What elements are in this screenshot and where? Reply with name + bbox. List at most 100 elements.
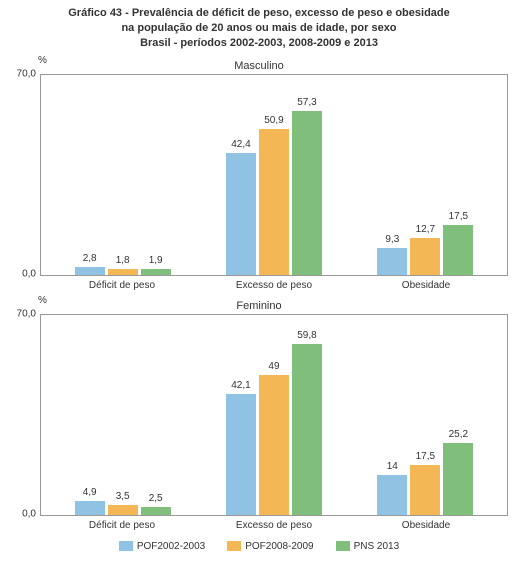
bar (75, 267, 105, 275)
legend-item: POF2008-2009 (227, 541, 313, 552)
chart-title: Gráfico 43 - Prevalência de déficit de p… (10, 6, 508, 51)
chart-area: 70,00,0 2,8 1,8 1,9 42,4 50,9 57,3 9,3 12,7 17,5 D… (10, 74, 508, 291)
bar-value-label: 4,9 (83, 487, 97, 498)
bar (410, 465, 440, 515)
bar (141, 507, 171, 514)
bar (410, 238, 440, 274)
bar-wrap: 57,3 (292, 97, 322, 275)
bar-wrap: 50,9 (259, 115, 289, 274)
bar-group: 4,9 3,5 2,5 (59, 487, 186, 515)
bar (443, 443, 473, 515)
bar-group: 9,3 12,7 17,5 (362, 211, 489, 275)
bar (108, 269, 138, 274)
x-category-label: Déficit de peso (58, 280, 186, 291)
legend-item: PNS 2013 (336, 541, 400, 552)
plot: 2,8 1,8 1,9 42,4 50,9 57,3 9,3 12,7 17,5 (40, 74, 508, 276)
bar-wrap: 25,2 (443, 429, 473, 515)
bar-value-label: 59,8 (297, 330, 316, 341)
y-tick: 0,0 (22, 508, 36, 519)
bar (377, 248, 407, 275)
bar-value-label: 25,2 (449, 429, 468, 440)
bar-wrap: 12,7 (410, 224, 440, 274)
x-axis: Déficit de peso Excesso de peso Obesidade (40, 516, 508, 531)
bar-value-label: 42,1 (231, 380, 250, 391)
x-category-label: Obesidade (362, 280, 490, 291)
bar-group: 14 17,5 25,2 (362, 429, 489, 515)
x-category-label: Excesso de peso (210, 520, 338, 531)
bar-wrap: 42,4 (226, 139, 256, 274)
legend-swatch (119, 541, 133, 551)
legend: POF2002-2003 POF2008-2009 PNS 2013 (10, 541, 508, 552)
bar-group: 2,8 1,8 1,9 (59, 253, 186, 275)
legend-swatch (227, 541, 241, 551)
bar-wrap: 1,8 (108, 255, 138, 274)
x-category-label: Excesso de peso (210, 280, 338, 291)
bar (75, 501, 105, 515)
panel: %Feminino70,00,04,93,52,542,14959,81417,… (10, 295, 508, 531)
bar-wrap: 14 (377, 461, 407, 515)
bar (108, 505, 138, 515)
bar-value-label: 17,5 (416, 451, 435, 462)
title-line-1: Gráfico 43 - Prevalência de déficit de p… (68, 7, 450, 19)
legend-item: POF2002-2003 (119, 541, 205, 552)
bar-value-label: 49 (268, 361, 279, 372)
bar-wrap: 49 (259, 361, 289, 515)
legend-label: POF2002-2003 (137, 541, 205, 552)
bar (292, 344, 322, 515)
bar-value-label: 12,7 (416, 224, 435, 235)
y-tick: 0,0 (22, 268, 36, 279)
x-category-label: Obesidade (362, 520, 490, 531)
bar-group: 42,4 50,9 57,3 (210, 97, 337, 275)
bar-value-label: 9,3 (385, 234, 399, 245)
bar-wrap: 1,9 (141, 255, 171, 274)
plot: 4,9 3,5 2,5 42,1 49 59,8 14 17,5 25,2 (40, 314, 508, 516)
bar-wrap: 4,9 (75, 487, 105, 515)
y-axis: 70,00,0 (10, 314, 40, 514)
bar-wrap: 2,8 (75, 253, 105, 275)
bar (292, 111, 322, 275)
bar-value-label: 50,9 (264, 115, 283, 126)
panel-title: Feminino (10, 300, 508, 312)
x-category-label: Déficit de peso (58, 520, 186, 531)
y-tick: 70,0 (17, 68, 36, 79)
legend-label: POF2008-2009 (245, 541, 313, 552)
bar-group: 42,1 49 59,8 (210, 330, 337, 515)
bar-value-label: 17,5 (449, 211, 468, 222)
title-line-3: Brasil - períodos 2002-2003, 2008-2009 e… (140, 37, 378, 49)
panel-title: Masculino (10, 60, 508, 72)
plot-wrap: 4,9 3,5 2,5 42,1 49 59,8 14 17,5 25,2 Déficit de … (40, 314, 508, 531)
panel: %Masculino70,00,02,81,81,942,450,957,39,… (10, 55, 508, 291)
bar-wrap: 3,5 (108, 491, 138, 515)
bar-value-label: 2,5 (149, 493, 163, 504)
bar-value-label: 1,8 (116, 255, 130, 266)
legend-swatch (336, 541, 350, 551)
bar-wrap: 2,5 (141, 493, 171, 514)
bar (377, 475, 407, 515)
y-axis: 70,00,0 (10, 74, 40, 274)
bar-wrap: 17,5 (410, 451, 440, 515)
bar (443, 225, 473, 275)
bar-value-label: 14 (387, 461, 398, 472)
bar-value-label: 42,4 (231, 139, 250, 150)
bar (141, 269, 171, 274)
bar (226, 394, 256, 514)
bar-value-label: 3,5 (116, 491, 130, 502)
bar-wrap: 17,5 (443, 211, 473, 275)
panels-area: %Masculino70,00,02,81,81,942,450,957,39,… (10, 55, 508, 531)
chart-area: 70,00,0 4,9 3,5 2,5 42,1 49 59,8 14 17,5 25,2 Défi… (10, 314, 508, 531)
bar (259, 375, 289, 515)
bar-value-label: 2,8 (83, 253, 97, 264)
y-tick: 70,0 (17, 308, 36, 319)
bar-value-label: 57,3 (297, 97, 316, 108)
bar-wrap: 42,1 (226, 380, 256, 514)
chart-container: Gráfico 43 - Prevalência de déficit de p… (0, 0, 518, 560)
title-line-2: na população de 20 anos ou mais de idade… (121, 22, 396, 34)
bar-wrap: 59,8 (292, 330, 322, 515)
bar (259, 129, 289, 274)
bar (226, 153, 256, 274)
bar-value-label: 1,9 (149, 255, 163, 266)
bar-wrap: 9,3 (377, 234, 407, 275)
plot-wrap: 2,8 1,8 1,9 42,4 50,9 57,3 9,3 12,7 17,5 Déficit … (40, 74, 508, 291)
x-axis: Déficit de peso Excesso de peso Obesidade (40, 276, 508, 291)
legend-label: PNS 2013 (354, 541, 400, 552)
